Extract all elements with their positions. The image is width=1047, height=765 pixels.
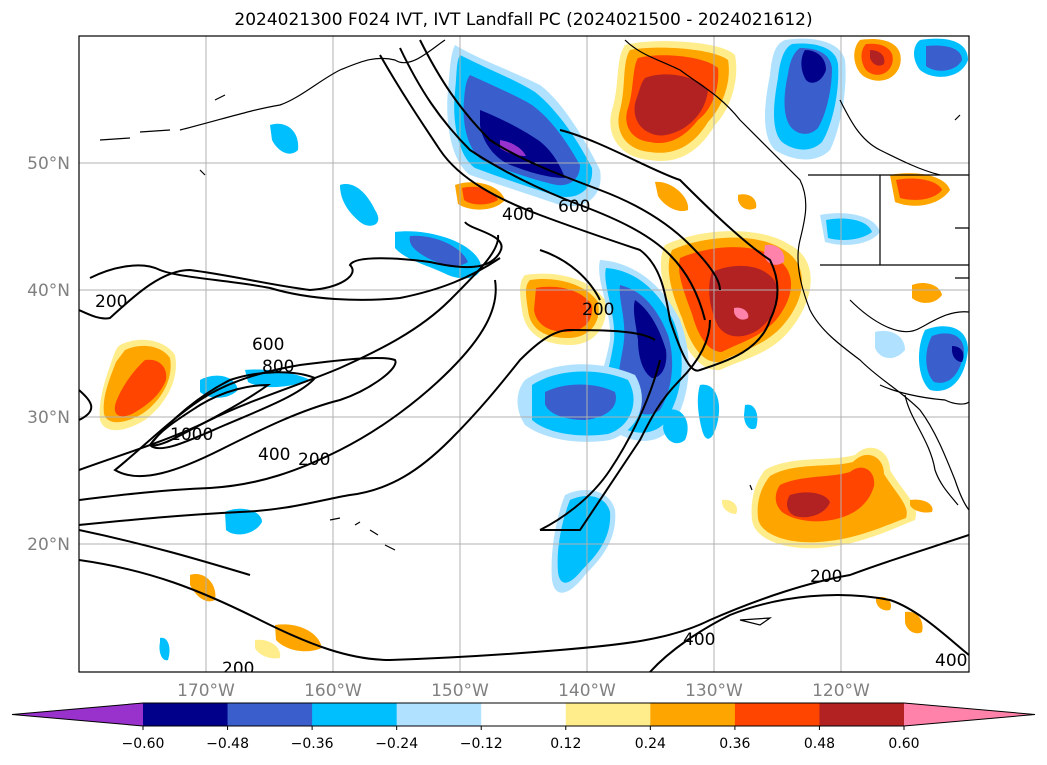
contour-label: 400 — [502, 205, 534, 225]
ivt-contours — [79, 39, 969, 672]
lat-label: 20°N — [27, 535, 70, 555]
lat-label: 40°N — [27, 281, 70, 301]
colorbar-tick-label: 0.24 — [635, 736, 666, 752]
colorbar-segment — [819, 703, 905, 726]
colorbar-segment — [143, 703, 229, 726]
colorbar: −0.60 −0.48 −0.36 −0.24 −0.12 0.12 0.24 0.36 0.4… — [11, 702, 1036, 752]
contour-label: 400 — [935, 651, 967, 671]
colorbar-segment — [312, 703, 398, 726]
colorbar-tick-label: 0.36 — [719, 736, 750, 752]
lat-tick-labels: 50°N 40°N 30°N 20°N — [27, 154, 70, 555]
colorbar-extend-min — [12, 703, 143, 726]
map-title: 2024021300 F024 IVT, IVT Landfall PC (20… — [234, 10, 813, 30]
contour-label: 600 — [252, 335, 284, 355]
contour-label: 200 — [810, 567, 842, 587]
lon-label: 130°W — [685, 681, 743, 701]
lon-label: 160°W — [304, 681, 362, 701]
colorbar-tick-label: −0.60 — [122, 736, 165, 752]
colorbar-segment — [565, 703, 651, 726]
colorbar-tick-label: −0.48 — [206, 736, 249, 752]
contour-label: 200 — [222, 659, 254, 679]
contour-label: 200 — [95, 292, 127, 312]
contour-label: 200 — [582, 300, 614, 320]
contour-label: 200 — [298, 450, 330, 470]
colorbar-tick-label: 0.60 — [888, 736, 919, 752]
colorbar-segment — [396, 703, 482, 726]
colorbar-segment — [227, 703, 313, 726]
contour-labels: 200 400 600 800 1000 400 600 200 200 400… — [95, 197, 967, 679]
colorbar-segment — [481, 703, 567, 726]
lon-tick-labels: 170°W 160°W 150°W 140°W 130°W 120°W — [177, 681, 870, 701]
contour-label: 1000 — [170, 425, 213, 445]
colorbar-tick-label: 0.48 — [804, 736, 835, 752]
coastlines — [99, 39, 969, 626]
lon-label: 170°W — [177, 681, 235, 701]
lon-label: 120°W — [812, 681, 870, 701]
gridlines — [79, 36, 969, 672]
contour-label: 400 — [683, 630, 715, 650]
colorbar-tick-label: −0.12 — [460, 736, 503, 752]
colorbar-tick-label: −0.36 — [291, 736, 334, 752]
colorbar-tick-label: 0.12 — [550, 736, 581, 752]
colorbar-segment — [734, 703, 820, 726]
map-frame — [78, 35, 970, 673]
colorbar-segment — [650, 703, 736, 726]
contour-label: 400 — [258, 445, 290, 465]
contour-label: 600 — [558, 197, 590, 217]
lat-label: 50°N — [27, 154, 70, 174]
colorbar-tick-label: −0.24 — [375, 736, 418, 752]
lat-label: 30°N — [27, 408, 70, 428]
lon-label: 140°W — [558, 681, 616, 701]
lon-label: 150°W — [431, 681, 489, 701]
contour-label: 800 — [262, 357, 294, 377]
colorbar-extend-max — [904, 703, 1035, 726]
